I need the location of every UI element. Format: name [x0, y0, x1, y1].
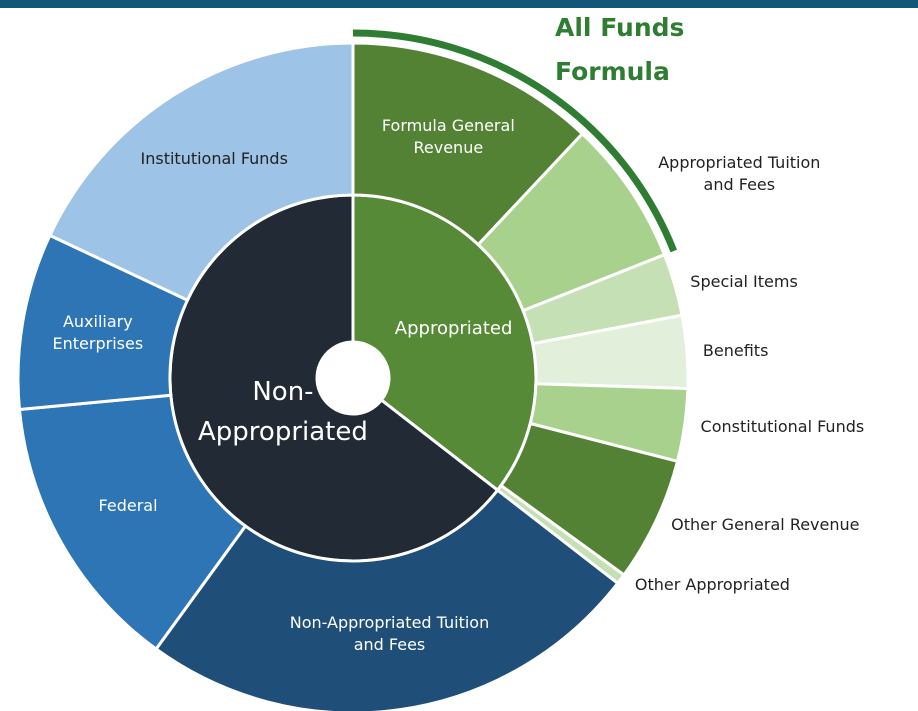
segment-label: Appropriated — [394, 317, 513, 339]
segment-label: Non-Appropriated Tuition and Fees — [289, 613, 490, 655]
segment-label: Benefits — [702, 340, 769, 360]
outer-segment — [17, 393, 248, 652]
segment-label: Other General Revenue — [671, 514, 860, 534]
center-hole — [317, 342, 389, 414]
segment-label: Auxiliary Enterprises — [52, 312, 144, 354]
outer-segment — [47, 41, 355, 303]
outer-segment — [153, 488, 620, 711]
segment-label: Formula General Revenue — [381, 116, 515, 158]
segment-label: Special Items — [690, 271, 798, 291]
top-bar — [0, 0, 918, 8]
segment-label: Non-Appropriated — [198, 377, 368, 448]
segment-label: Constitutional Funds — [700, 416, 865, 436]
segment-label: Federal — [98, 496, 158, 516]
annotation: All Funds Formula — [555, 13, 685, 86]
segment-label: Institutional Funds — [140, 149, 288, 169]
annotation-bracket — [352, 29, 678, 253]
segment-label: Other Appropriated — [634, 575, 790, 595]
segment-label: Appropriated Tuition and Fees — [658, 153, 821, 195]
